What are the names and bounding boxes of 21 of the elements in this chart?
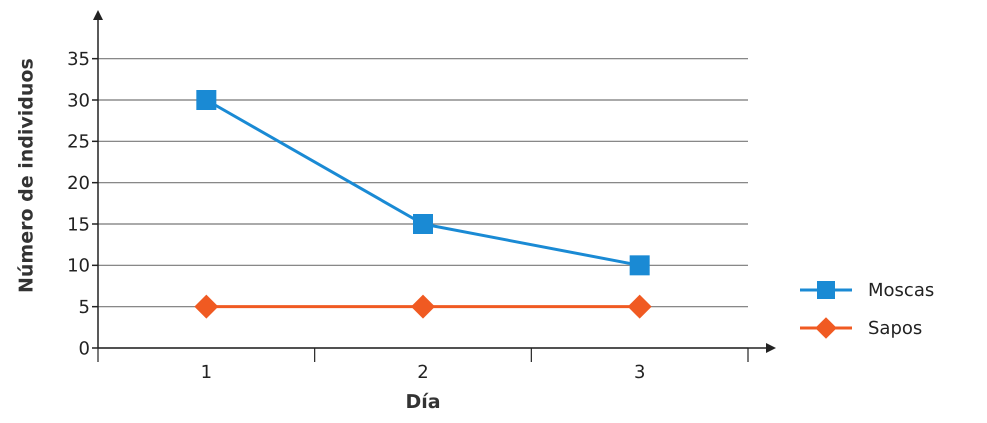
y-tick-label: 20 bbox=[67, 173, 90, 194]
x-tick-label: 1 bbox=[200, 362, 212, 383]
point bbox=[196, 90, 216, 110]
x-tick-label: 3 bbox=[634, 362, 646, 383]
y-axis-title: Número de individuos bbox=[16, 58, 38, 293]
point bbox=[630, 255, 650, 276]
point bbox=[411, 294, 435, 319]
y-tick-label: 10 bbox=[67, 256, 90, 277]
x-tick-label: 2 bbox=[417, 362, 429, 383]
x-axis-title: Día bbox=[405, 391, 441, 413]
y-tick-label: 35 bbox=[67, 49, 90, 70]
y-tick-label: 5 bbox=[78, 297, 90, 318]
y-tick-label: 0 bbox=[78, 338, 90, 360]
point bbox=[628, 294, 652, 319]
legend-label: Moscas bbox=[868, 280, 934, 300]
y-tick-label: 15 bbox=[67, 214, 90, 236]
legend-label: Sapos bbox=[868, 318, 922, 338]
y-tick-label: 30 bbox=[67, 90, 90, 112]
point bbox=[413, 214, 433, 234]
point bbox=[194, 294, 218, 319]
y-tick-label: 25 bbox=[67, 132, 90, 153]
